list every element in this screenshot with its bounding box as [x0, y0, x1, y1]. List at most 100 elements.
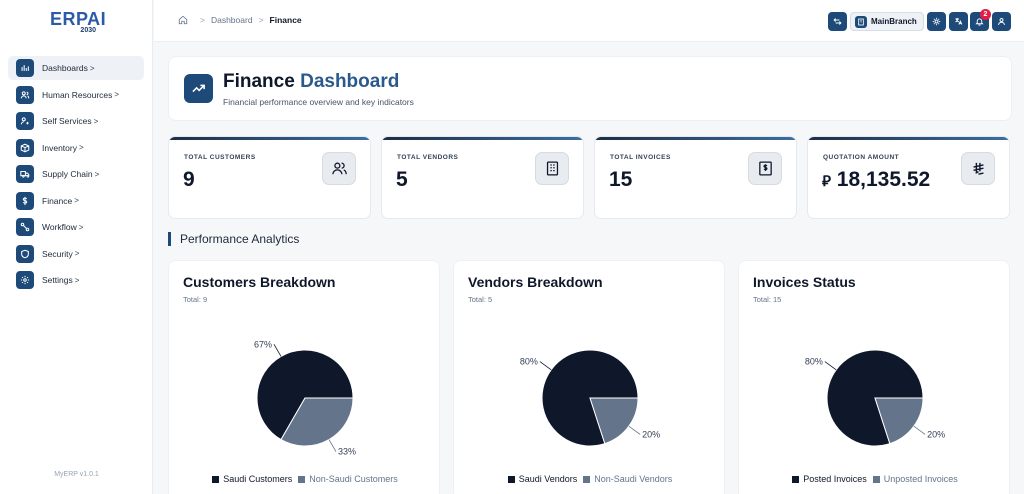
chart-title: Vendors Breakdown	[468, 274, 603, 290]
pie-label-line	[273, 344, 282, 357]
page-subtitle: Financial performance overview and key i…	[223, 97, 414, 107]
app-version: MyERP v1.0.1	[54, 471, 99, 478]
pie-label-line	[628, 425, 641, 435]
legend-label: Saudi Customers	[223, 474, 293, 484]
legend-swatch	[792, 475, 800, 483]
stat-value: 15	[609, 168, 633, 191]
bell-icon	[975, 18, 984, 26]
sidebar-item-security[interactable]: Security >	[8, 242, 144, 266]
pie-percent-label: 67%	[254, 339, 272, 349]
breadcrumb-dashboard[interactable]: Dashboard	[210, 15, 253, 25]
stat-card-invoices: TOTAL INVOICES 15	[594, 136, 797, 219]
branch-label: MainBranch	[871, 17, 917, 26]
sidebar-item-inventory[interactable]: Inventory >	[8, 136, 144, 160]
sidebar-item-human-resources[interactable]: Human Resources >	[8, 83, 144, 107]
sidebar-item-supply-chain[interactable]: Supply Chain >	[8, 162, 144, 186]
logo-text: ERPAI	[50, 9, 107, 29]
legend-item[interactable]: Non-Saudi Customers	[298, 474, 398, 484]
chart-title: Invoices Status	[753, 274, 856, 290]
chart-card-invoices: Invoices Status Total: 15 80% 20% Posted …	[738, 260, 1010, 494]
legend-swatch	[298, 475, 306, 483]
sidebar-item-workflow[interactable]: Workflow >	[8, 215, 144, 239]
sidebar-item-self-services[interactable]: Self Services >	[8, 109, 144, 133]
chevron-right-icon: >	[74, 249, 80, 258]
dollar-icon	[16, 191, 34, 210]
stat-card-quotation: QUOTATION AMOUNT ⃁ 18,135.52	[807, 136, 1010, 219]
pie-slice-1[interactable]	[874, 397, 924, 445]
pie-percent-label: 20%	[927, 429, 945, 439]
pie-percent-label: 20%	[642, 429, 660, 439]
legend-item[interactable]: Saudi Vendors	[507, 474, 577, 484]
sidebar-item-settings[interactable]: Settings >	[8, 268, 144, 292]
home-icon[interactable]	[178, 15, 188, 25]
stat-label: TOTAL CUSTOMERS	[184, 154, 256, 161]
chart-title: Customers Breakdown	[183, 274, 336, 290]
riyal-icon	[961, 152, 995, 185]
legend-swatch	[583, 475, 591, 483]
stat-card-vendors: TOTAL VENDORS 5	[381, 136, 584, 219]
chart-legend: Saudi Vendors Non-Saudi Vendors	[454, 474, 724, 484]
main-content: Finance Dashboard Financial performance …	[154, 43, 1024, 494]
legend-item[interactable]: Posted Invoices	[792, 474, 867, 484]
top-bar: > Dashboard > Finance MainBranch 2	[154, 0, 1024, 42]
language-button[interactable]	[949, 12, 968, 31]
box-icon	[16, 138, 34, 157]
sun-icon	[932, 17, 941, 26]
page-title: Finance Dashboard	[223, 71, 399, 93]
pie-percent-label: 80%	[520, 357, 538, 367]
branch-selector[interactable]: MainBranch	[850, 12, 924, 31]
users-icon	[322, 152, 356, 185]
sidebar-nav: Dashboards > Human Resources > Self Services…	[8, 56, 144, 295]
chart-legend: Posted Invoices Unposted Invoices	[739, 474, 1009, 484]
sidebar-item-label: Supply Chain	[42, 169, 93, 179]
quotation-amount: 18,135.52	[836, 168, 931, 191]
app-logo[interactable]: ERPAI 2030	[50, 10, 110, 38]
legend-label: Non-Saudi Customers	[309, 474, 398, 484]
legend-item[interactable]: Unposted Invoices	[872, 474, 958, 484]
stat-value: 9	[183, 168, 195, 191]
pie-slice-1[interactable]	[589, 397, 639, 445]
translate-icon	[955, 18, 963, 25]
stat-label: TOTAL INVOICES	[610, 154, 671, 161]
legend-swatch	[507, 475, 515, 483]
currency-symbol: ⃁	[822, 173, 831, 190]
chart-total: Total: 5	[468, 295, 493, 304]
vendors-pie-chart: 80% 20%	[520, 349, 660, 447]
section-title: Performance Analytics	[168, 232, 299, 246]
pie-label-line	[913, 425, 926, 435]
breadcrumb-separator: >	[200, 15, 205, 25]
chart-legend: Saudi Customers Non-Saudi Customers	[169, 474, 439, 484]
pie-slice-0[interactable]	[256, 349, 354, 441]
chevron-right-icon: >	[114, 90, 120, 99]
chevron-right-icon: >	[74, 275, 80, 285]
pie-slice-1[interactable]	[280, 397, 354, 447]
legend-item[interactable]: Non-Saudi Vendors	[583, 474, 672, 484]
chevron-right-icon: >	[89, 63, 95, 73]
pie-label-line	[539, 361, 552, 371]
sidebar-item-label: Security	[42, 248, 73, 259]
trending-up-icon	[184, 74, 213, 103]
legend-item[interactable]: Saudi Customers	[212, 474, 292, 484]
chart-card-vendors: Vendors Breakdown Total: 5 80% 20% Saudi …	[453, 260, 725, 494]
switch-button[interactable]	[828, 12, 847, 31]
user-cog-icon	[16, 112, 34, 130]
theme-toggle-button[interactable]	[927, 12, 946, 31]
stat-label: QUOTATION AMOUNT	[823, 154, 900, 161]
invoices-pie-chart: 80% 20%	[805, 349, 945, 447]
page-header: Finance Dashboard Financial performance …	[168, 56, 1012, 121]
chevron-right-icon: >	[93, 116, 99, 126]
customers-pie-chart: 67% 33%	[254, 339, 356, 456]
workflow-icon	[16, 218, 34, 236]
bar-chart-icon	[16, 59, 34, 77]
sidebar-item-finance[interactable]: Finance >	[8, 189, 144, 213]
notification-badge: 2	[980, 9, 991, 20]
user-menu-button[interactable]	[992, 12, 1011, 31]
sidebar-item-dashboards[interactable]: Dashboards >	[8, 56, 144, 80]
swap-arrows-icon	[833, 18, 842, 25]
legend-label: Non-Saudi Vendors	[594, 474, 673, 484]
building-icon	[855, 15, 867, 28]
pie-percent-label: 80%	[805, 357, 823, 367]
users-icon	[16, 85, 34, 104]
chevron-right-icon: >	[78, 222, 84, 232]
logo-subtext: 2030	[80, 27, 96, 34]
